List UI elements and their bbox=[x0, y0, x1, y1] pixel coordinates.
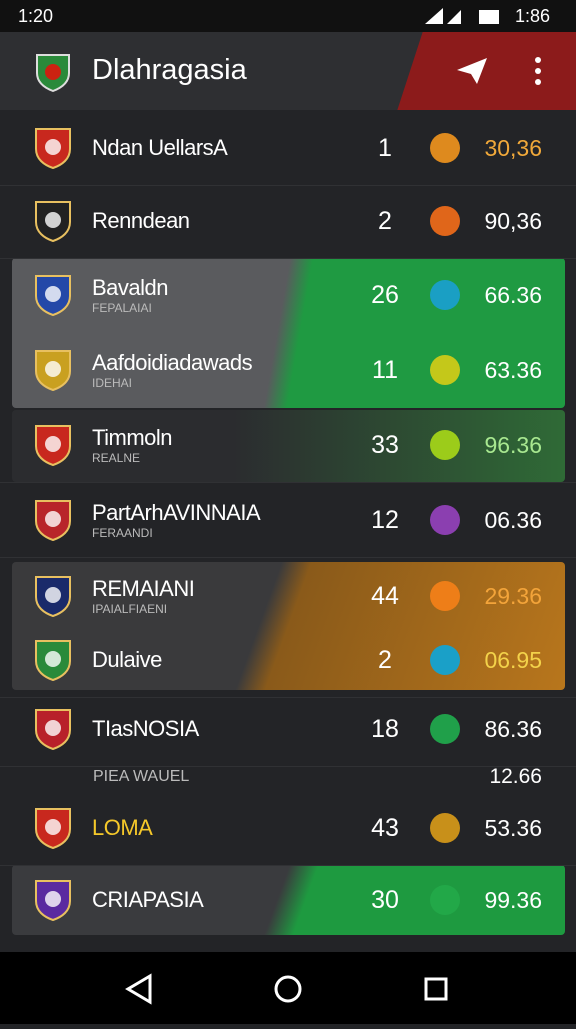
team-name: TIasNOSIA bbox=[92, 716, 199, 741]
status-badge bbox=[430, 714, 460, 744]
clock: 1:20 bbox=[18, 6, 54, 26]
back-button[interactable] bbox=[125, 973, 152, 1005]
team-crest bbox=[34, 127, 72, 170]
rank: 1 bbox=[378, 134, 392, 162]
team-crest bbox=[34, 200, 72, 243]
divider bbox=[0, 697, 576, 698]
status-badge bbox=[430, 280, 460, 310]
status-bar: 1:20 1:86 bbox=[0, 0, 576, 32]
score: 30,36 bbox=[484, 135, 542, 161]
divider bbox=[0, 185, 576, 186]
team-subtitle: FEPALAIAI bbox=[92, 301, 152, 315]
team-crest bbox=[34, 349, 72, 392]
clock: 1:86 bbox=[515, 6, 551, 26]
divider bbox=[0, 482, 576, 483]
team-name: LOMA bbox=[92, 815, 153, 840]
team-crest bbox=[34, 807, 72, 850]
divider bbox=[0, 865, 576, 866]
team-crest bbox=[34, 639, 72, 682]
team-name: Renndean bbox=[92, 208, 190, 233]
team-crest bbox=[34, 274, 72, 317]
score: 29.36 bbox=[484, 583, 542, 609]
status-badge bbox=[430, 645, 460, 675]
team-subtitle: IPAIALFIAENI bbox=[92, 602, 168, 616]
status-badge bbox=[430, 813, 460, 843]
menu-button[interactable] bbox=[532, 56, 544, 88]
status-badge bbox=[430, 206, 460, 236]
app-logo bbox=[36, 54, 70, 92]
score: 53.36 bbox=[484, 815, 542, 841]
highlight bbox=[12, 865, 565, 935]
score: 96.36 bbox=[484, 432, 542, 458]
team-crest bbox=[34, 879, 72, 922]
divider bbox=[0, 557, 576, 558]
team-name: Dulaive bbox=[92, 647, 162, 672]
status-badge bbox=[430, 355, 460, 385]
note-label: PIEA WAUEL bbox=[93, 768, 190, 785]
team-subtitle: IDEHAI bbox=[92, 376, 133, 390]
rank: 33 bbox=[371, 431, 399, 459]
send-button[interactable] bbox=[455, 56, 489, 86]
team-name: Timmoln bbox=[92, 425, 173, 450]
status-badge bbox=[430, 505, 460, 535]
app-title: Dlahragasia bbox=[92, 54, 247, 86]
rank: 12 bbox=[371, 506, 399, 534]
highlight bbox=[12, 410, 565, 482]
team-name: PartArhAVINNAIA bbox=[92, 500, 261, 525]
team-name: Ndan UellarsA bbox=[92, 135, 228, 160]
score: 86.36 bbox=[484, 716, 542, 742]
recents-button[interactable] bbox=[424, 977, 448, 1001]
nav-buttons bbox=[125, 973, 448, 1005]
score: 63.36 bbox=[484, 357, 542, 383]
status-badge bbox=[430, 133, 460, 163]
score: 90,36 bbox=[484, 208, 542, 234]
rank: 44 bbox=[371, 582, 399, 610]
rank: 30 bbox=[371, 886, 399, 914]
team-subtitle: REALNE bbox=[92, 451, 141, 465]
status-icons bbox=[425, 8, 499, 24]
team-name: Bavaldn bbox=[92, 275, 169, 300]
team-name: Aafdoidiadawads bbox=[92, 350, 253, 375]
score: 06.95 bbox=[484, 647, 542, 673]
status-badge bbox=[430, 430, 460, 460]
status-badge bbox=[430, 885, 460, 915]
score: 06.36 bbox=[484, 507, 542, 533]
team-name: CRIAPASIA bbox=[92, 887, 204, 912]
note-score: 12.66 bbox=[489, 765, 542, 788]
divider bbox=[0, 258, 576, 259]
team-name: REMAIANI bbox=[92, 576, 195, 601]
rank: 18 bbox=[371, 715, 399, 743]
team-crest bbox=[34, 499, 72, 542]
team-subtitle: FERAANDI bbox=[92, 526, 153, 540]
rank: 2 bbox=[378, 646, 392, 674]
divider bbox=[0, 766, 576, 767]
status-badge bbox=[430, 581, 460, 611]
rank: 43 bbox=[371, 814, 399, 842]
score: 66.36 bbox=[484, 282, 542, 308]
team-crest bbox=[34, 424, 72, 467]
nav-bar bbox=[0, 952, 576, 1024]
rank: 26 bbox=[371, 281, 399, 309]
team-crest bbox=[34, 575, 72, 618]
score: 99.36 bbox=[484, 887, 542, 913]
highlight bbox=[12, 258, 565, 408]
app-bar: Dlahragasia bbox=[0, 32, 576, 110]
team-crest bbox=[34, 708, 72, 751]
highlight bbox=[12, 562, 565, 690]
home-button[interactable] bbox=[274, 975, 302, 1003]
rank: 2 bbox=[378, 207, 392, 235]
rank: 11 bbox=[372, 356, 398, 384]
